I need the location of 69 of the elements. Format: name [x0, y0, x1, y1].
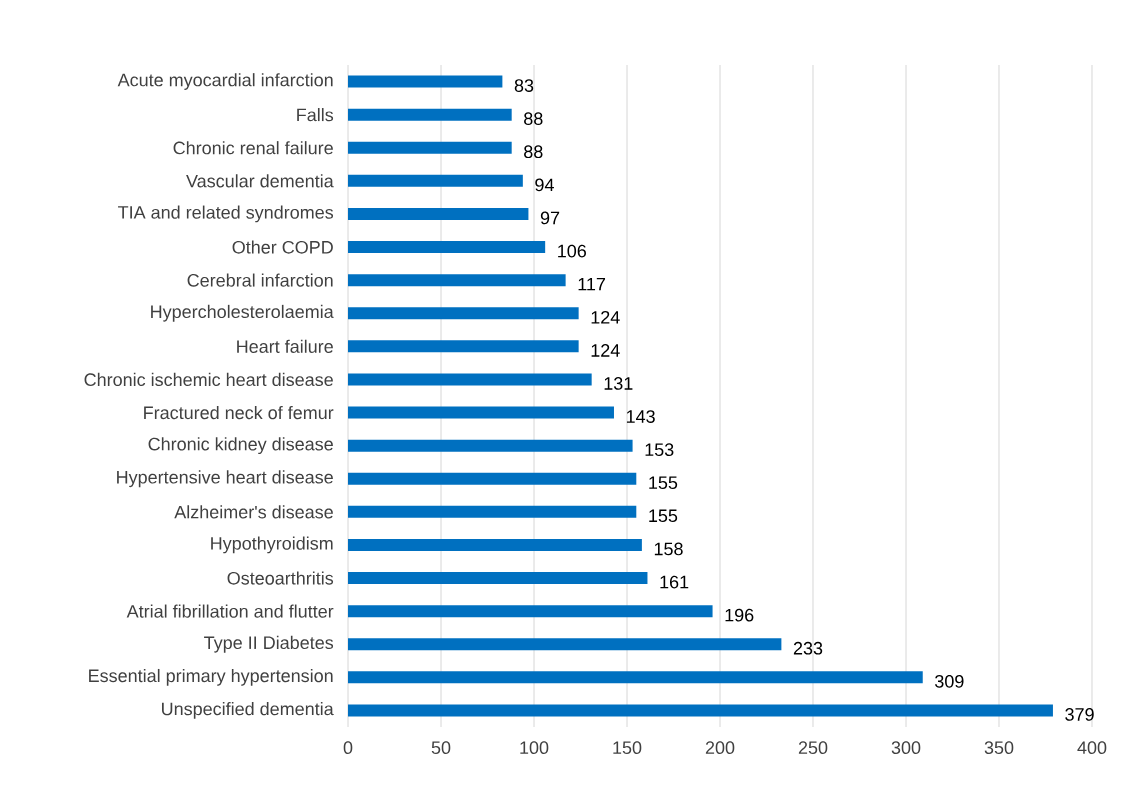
x-tick-label: 400 [1077, 741, 1107, 754]
y-tick-label: Essential primary hypertension [89, 668, 333, 686]
y-tick-label: Type II Diabetes [204, 635, 334, 653]
y-tick-label: Cerebral infarction [187, 273, 333, 287]
data-label: 117 [578, 277, 606, 291]
y-tick-label: Hypothyroidism [211, 536, 333, 554]
bar [348, 241, 546, 254]
data-label: 196 [725, 608, 754, 622]
x-tick-label: 300 [891, 741, 921, 754]
data-label: 88 [524, 112, 543, 126]
bar [348, 373, 592, 386]
x-tick-label: 250 [798, 741, 828, 754]
y-tick-label: Other COPD [232, 240, 333, 254]
data-label: 131 [604, 377, 633, 390]
bar [348, 505, 637, 518]
data-label: 379 [1065, 708, 1094, 721]
bar [348, 572, 648, 585]
data-label: 97 [540, 211, 560, 225]
y-tick-label: Alzheimer's disease [174, 505, 333, 519]
y-tick-label: Vascular dementia [186, 174, 334, 188]
bar [348, 274, 566, 287]
bar [348, 75, 503, 88]
y-tick-label: Acute myocardial infarction [117, 73, 333, 90]
data-label: 309 [935, 674, 964, 688]
data-label: 88 [524, 145, 543, 159]
data-label: 94 [535, 178, 554, 192]
bar [348, 605, 713, 618]
data-label: 155 [649, 509, 678, 523]
y-tick-label: Chronic ischemic heart disease [84, 372, 333, 387]
data-label: 161 [660, 575, 689, 589]
data-label: 143 [626, 410, 655, 423]
bar [348, 704, 1053, 717]
bar [348, 671, 923, 684]
data-label: 155 [649, 476, 678, 490]
y-tick-label: Hypercholesterolaemia [151, 304, 334, 322]
y-tick-label: Atrial fibrillation and flutter [126, 604, 334, 618]
y-tick-label: Hypertensive heart disease [117, 470, 333, 488]
x-tick-label: 200 [705, 741, 735, 754]
x-tick-label: 50 [431, 741, 451, 754]
bar [348, 108, 512, 121]
bar [348, 638, 782, 651]
x-tick-label: 150 [613, 741, 642, 754]
data-label: 124 [591, 344, 620, 357]
x-tick-label: 100 [520, 741, 549, 754]
y-tick-label: Heart failure [237, 339, 333, 353]
y-tick-label: TIA and related syndromes [118, 205, 334, 223]
bar [348, 174, 523, 187]
bar [348, 472, 637, 485]
y-tick-label: Fractured neck of femur [144, 405, 334, 420]
y-tick-label: Osteoarthritis [227, 571, 334, 585]
data-label: 233 [793, 641, 823, 655]
bar [348, 307, 579, 320]
x-tick-label: 350 [984, 741, 1014, 754]
y-tick-label: Falls [297, 108, 334, 122]
bar [348, 406, 614, 419]
data-label: 106 [558, 244, 586, 258]
y-tick-label: Unspecified dementia [162, 702, 334, 719]
bar [348, 439, 633, 452]
y-tick-label: Chronic renal failure [173, 141, 333, 155]
bar [348, 538, 642, 551]
data-label: 83 [514, 79, 534, 92]
data-label: 158 [654, 542, 683, 556]
bar [348, 207, 529, 220]
data-label: 124 [591, 310, 620, 324]
bar [348, 141, 512, 154]
y-tick-label: Chronic kidney disease [148, 437, 333, 455]
data-label: 153 [645, 443, 674, 457]
x-tick-label: 0 [343, 741, 353, 754]
bar [348, 340, 579, 353]
